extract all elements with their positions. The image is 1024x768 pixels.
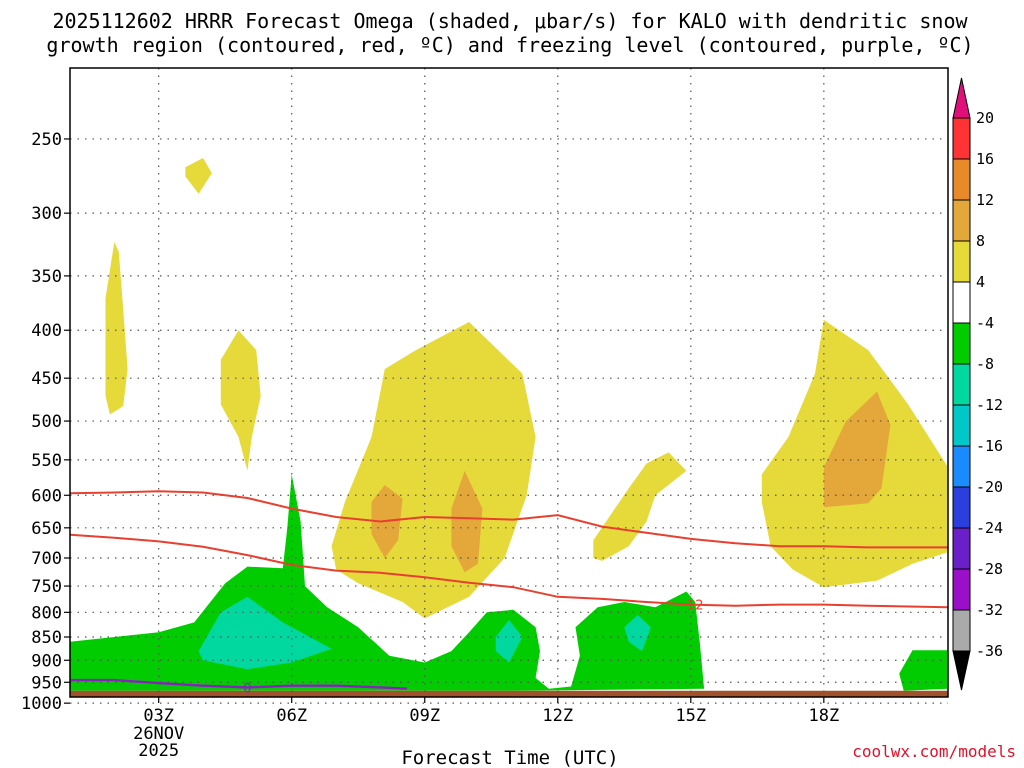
- y-tick-label: 650: [31, 519, 62, 539]
- colorbar-label: -32: [976, 601, 1003, 619]
- omega-region-3: [331, 322, 536, 619]
- y-tick-label: 850: [31, 628, 62, 648]
- y-tick-label: 900: [31, 651, 62, 671]
- colorbar-label: 4: [976, 273, 985, 291]
- y-tick-label: 800: [31, 603, 62, 623]
- y-tick-label: 950: [31, 673, 62, 693]
- omega-region-2: [220, 330, 261, 471]
- y-tick-label: 700: [31, 549, 62, 569]
- y-tick-label: 450: [31, 369, 62, 389]
- x-tick-label: 15Z: [675, 706, 706, 726]
- colorbar-label: 12: [976, 191, 994, 209]
- colorbar-label: 8: [976, 232, 985, 250]
- colorbar-bin: [952, 158, 971, 201]
- y-tick-label: 350: [31, 267, 62, 287]
- omega-region-11: [495, 619, 523, 663]
- colorbar-label: -8: [976, 355, 994, 373]
- x-tick-label: 18Z: [808, 706, 839, 726]
- dgz-contour-label: 12: [687, 599, 704, 614]
- colorbar-label: -4: [976, 314, 994, 332]
- colorbar-bin: [952, 568, 971, 611]
- colorbar: 20 16 12 8 4 -4 -8 -12 -16 -20 -24 -28 -32 -36: [952, 77, 1003, 691]
- omega-region-1: [105, 242, 128, 415]
- x-tick-sublabel: 2025: [138, 741, 179, 761]
- colorbar-bin: [952, 117, 971, 160]
- plot-area: 12 0: [69, 68, 949, 704]
- colorbar-bottom-arrow: [952, 650, 971, 691]
- y-tick-label: 300: [31, 204, 62, 224]
- colorbar-label: -12: [976, 396, 1003, 414]
- colorbar-bin: [952, 404, 971, 447]
- colorbar-top-arrow: [952, 77, 971, 119]
- colorbar-bin: [952, 486, 971, 529]
- chart-title-line-1: 2025112602 HRRR Forecast Omega (shaded, …: [52, 9, 968, 33]
- freezing-level-contour: [70, 678, 408, 690]
- omega-region-6: [593, 452, 687, 561]
- y-tick-label: 750: [31, 577, 62, 597]
- x-tick-label: 09Z: [409, 706, 440, 726]
- chart-title-line-2: growth region (contoured, red, ºC) and f…: [46, 33, 973, 57]
- omega-region-12: [624, 614, 651, 652]
- y-tick-label: 550: [31, 451, 62, 471]
- colorbar-label: -16: [976, 437, 1003, 455]
- x-tick-label: 03Z: [143, 706, 174, 726]
- y-tick-label: 1000: [21, 694, 62, 714]
- ground-fill: [70, 690, 948, 697]
- colorbar-bin: [952, 322, 971, 365]
- y-tick-label: 600: [31, 486, 62, 506]
- x-axis-label: Forecast Time (UTC): [401, 747, 618, 768]
- colorbar-bin: [952, 445, 971, 488]
- colorbar-label: -20: [976, 478, 1003, 496]
- y-tick-label: 250: [31, 130, 62, 150]
- plot-frame: [69, 67, 949, 698]
- colorbar-label: -28: [976, 560, 1003, 578]
- colorbar-label: -24: [976, 519, 1003, 537]
- omega-region-8: [823, 391, 891, 508]
- credit-text: coolwx.com/models: [852, 742, 1016, 761]
- omega-region-0: [185, 158, 212, 194]
- omega-region-10: [198, 596, 332, 670]
- colorbar-bin: [952, 527, 971, 570]
- colorbar-label: -36: [976, 642, 1003, 660]
- y-tick-label: 500: [31, 412, 62, 432]
- colorbar-label: 20: [976, 109, 994, 127]
- x-tick-label: 06Z: [276, 706, 307, 726]
- colorbar-bin: [952, 240, 971, 283]
- colorbar-bin: [952, 199, 971, 242]
- colorbar-bin: [952, 609, 971, 652]
- x-tick-sublabel: 26NOV: [133, 724, 184, 744]
- x-tick-label: 12Z: [542, 706, 573, 726]
- colorbar-bin: [952, 281, 971, 324]
- freezing-level-label: 0: [243, 681, 251, 696]
- colorbar-label: 16: [976, 150, 994, 168]
- omega-region-13: [899, 650, 948, 691]
- y-tick-label: 400: [31, 321, 62, 341]
- dgz-contour-1: [69, 533, 949, 609]
- omega-region-5: [451, 470, 483, 573]
- dgz-contour-0: [69, 490, 948, 549]
- axes: 250 300 350 400 450 500 550 600 650 700 750 800 850 9…: [21, 67, 949, 761]
- colorbar-bin: [952, 363, 971, 406]
